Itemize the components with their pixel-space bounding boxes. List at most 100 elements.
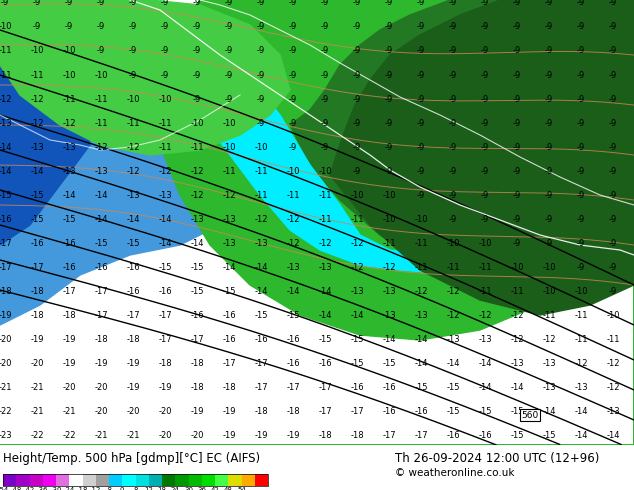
Text: -9: -9 — [609, 119, 617, 127]
Text: -18: -18 — [222, 383, 236, 392]
Text: -12: -12 — [574, 359, 588, 368]
Bar — [175, 474, 188, 486]
Text: -19: -19 — [62, 335, 75, 343]
Text: -9: -9 — [417, 143, 425, 151]
Text: -10: -10 — [158, 95, 172, 103]
Text: -11: -11 — [542, 311, 556, 319]
Text: -9: -9 — [513, 191, 521, 199]
Text: -19: -19 — [286, 431, 300, 440]
Text: -9: -9 — [577, 167, 585, 175]
Text: 42: 42 — [210, 487, 219, 490]
Text: 0: 0 — [120, 487, 124, 490]
Text: -17: -17 — [30, 263, 44, 271]
Bar — [69, 474, 82, 486]
Text: -16: -16 — [94, 263, 108, 271]
Text: -9: -9 — [609, 215, 617, 223]
Text: -19: -19 — [62, 359, 75, 368]
Text: -13: -13 — [62, 167, 76, 175]
Text: -9: -9 — [289, 95, 297, 103]
Text: -19: -19 — [126, 359, 139, 368]
Text: -14: -14 — [446, 359, 460, 368]
Text: -14: -14 — [0, 167, 12, 175]
Text: -15: -15 — [254, 311, 268, 319]
Text: -9: -9 — [385, 119, 393, 127]
Text: -15: -15 — [510, 407, 524, 416]
Text: -9: -9 — [257, 47, 265, 55]
Text: -14: -14 — [158, 239, 172, 247]
Text: -9: -9 — [481, 23, 489, 31]
Text: -9: -9 — [513, 95, 521, 103]
Text: -9: -9 — [385, 143, 393, 151]
Text: -14: -14 — [318, 311, 332, 319]
Text: -21: -21 — [62, 407, 75, 416]
Text: -11: -11 — [30, 71, 44, 79]
Text: -9: -9 — [289, 23, 297, 31]
Text: -11: -11 — [574, 311, 588, 319]
Text: -20: -20 — [158, 407, 172, 416]
Text: -17: -17 — [254, 359, 268, 368]
Text: -16: -16 — [446, 431, 460, 440]
Text: -9: -9 — [449, 119, 457, 127]
Text: -9: -9 — [609, 23, 617, 31]
Bar — [149, 474, 162, 486]
Text: -9: -9 — [449, 191, 457, 199]
Text: -18: -18 — [190, 383, 204, 392]
Text: -10: -10 — [606, 311, 620, 319]
Text: -9: -9 — [385, 71, 393, 79]
Text: -18: -18 — [30, 287, 44, 295]
Text: -19: -19 — [254, 431, 268, 440]
Text: -9: -9 — [545, 167, 553, 175]
Text: -9: -9 — [449, 215, 457, 223]
Text: -9: -9 — [193, 47, 201, 55]
Text: -10: -10 — [0, 23, 12, 31]
Text: -15: -15 — [158, 263, 172, 271]
Text: -10: -10 — [223, 143, 236, 151]
Text: -9: -9 — [65, 23, 73, 31]
Text: -10: -10 — [542, 287, 556, 295]
Text: -15: -15 — [542, 431, 556, 440]
Text: -11: -11 — [94, 119, 108, 127]
Text: -12: -12 — [126, 143, 139, 151]
Text: -18: -18 — [318, 431, 332, 440]
Text: -16: -16 — [190, 311, 204, 319]
Bar — [136, 474, 149, 486]
Text: -16: -16 — [350, 383, 364, 392]
Text: -48: -48 — [11, 487, 22, 490]
Text: Height/Temp. 500 hPa [gdmp][°C] EC (AIFS): Height/Temp. 500 hPa [gdmp][°C] EC (AIFS… — [3, 452, 260, 465]
Text: -9: -9 — [193, 23, 201, 31]
Text: -12: -12 — [350, 263, 364, 271]
Text: -11: -11 — [62, 95, 75, 103]
Text: -10: -10 — [382, 215, 396, 223]
Text: -16: -16 — [0, 215, 12, 223]
Text: -13: -13 — [222, 239, 236, 247]
Text: -9: -9 — [417, 71, 425, 79]
Text: -14: -14 — [574, 407, 588, 416]
Text: -11: -11 — [190, 143, 204, 151]
Text: -42: -42 — [24, 487, 35, 490]
Text: © weatheronline.co.uk: © weatheronline.co.uk — [395, 468, 515, 478]
Text: -9: -9 — [353, 47, 361, 55]
Text: -17: -17 — [0, 239, 12, 247]
Text: -9: -9 — [225, 0, 233, 7]
Text: -9: -9 — [417, 167, 425, 175]
Text: -9: -9 — [129, 0, 137, 7]
Polygon shape — [0, 0, 290, 155]
Text: -9: -9 — [577, 0, 585, 7]
Text: -9: -9 — [449, 143, 457, 151]
Text: -9: -9 — [609, 95, 617, 103]
Text: -9: -9 — [417, 47, 425, 55]
Text: -15: -15 — [286, 311, 300, 319]
Text: -9: -9 — [449, 0, 457, 7]
Text: -19: -19 — [223, 431, 236, 440]
Text: -12: -12 — [90, 487, 101, 490]
Text: -15: -15 — [126, 239, 139, 247]
Text: -14: -14 — [223, 263, 236, 271]
Text: -9: -9 — [481, 119, 489, 127]
Text: -12: -12 — [510, 335, 524, 343]
Text: -9: -9 — [577, 71, 585, 79]
Text: -16: -16 — [222, 311, 236, 319]
Text: -23: -23 — [0, 431, 12, 440]
Text: -9: -9 — [161, 71, 169, 79]
Text: -14: -14 — [382, 335, 396, 343]
Text: -10: -10 — [574, 287, 588, 295]
